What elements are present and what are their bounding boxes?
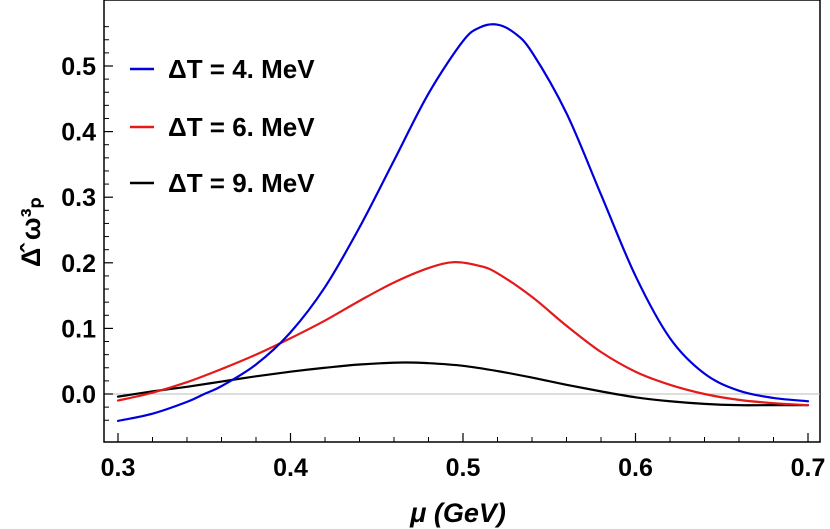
y-axis-title-text: Δ̂ ω³ₚ <box>16 197 46 267</box>
y-tick-label: 0.5 <box>61 53 96 81</box>
y-tick-label: 0.0 <box>61 381 96 409</box>
x-tick-label: 0.4 <box>273 454 308 482</box>
y-axis-title: Δ̂ ω³ₚ <box>16 197 46 267</box>
axis-ticks: 0.3 0.4 0.5 0.6 0.7 0.0 0.1 0.2 0.3 0.4 0.5 <box>61 26 826 482</box>
x-tick-label: 0.7 <box>791 454 826 482</box>
legend: ΔT = 4. MeV ΔT = 6. MeV ΔT = 9. MeV <box>130 54 315 198</box>
legend-label-1: ΔT = 6. MeV <box>168 112 315 142</box>
series-line-0 <box>116 23 810 422</box>
legend-label-0: ΔT = 4. MeV <box>168 54 315 84</box>
legend-label-2: ΔT = 9. MeV <box>168 168 315 198</box>
x-tick-label: 0.3 <box>101 454 136 482</box>
x-tick-label: 0.5 <box>446 454 481 482</box>
y-tick-label: 0.2 <box>61 250 96 278</box>
y-tick-label: 0.1 <box>61 315 96 343</box>
plot-frame <box>103 0 821 443</box>
series-line-1 <box>116 261 810 407</box>
x-axis-title: μ (GeV) <box>409 498 506 528</box>
y-tick-label: 0.3 <box>61 184 96 212</box>
y-tick-label: 0.4 <box>61 119 96 147</box>
series-layer <box>116 23 810 422</box>
x-tick-label: 0.6 <box>618 454 653 482</box>
